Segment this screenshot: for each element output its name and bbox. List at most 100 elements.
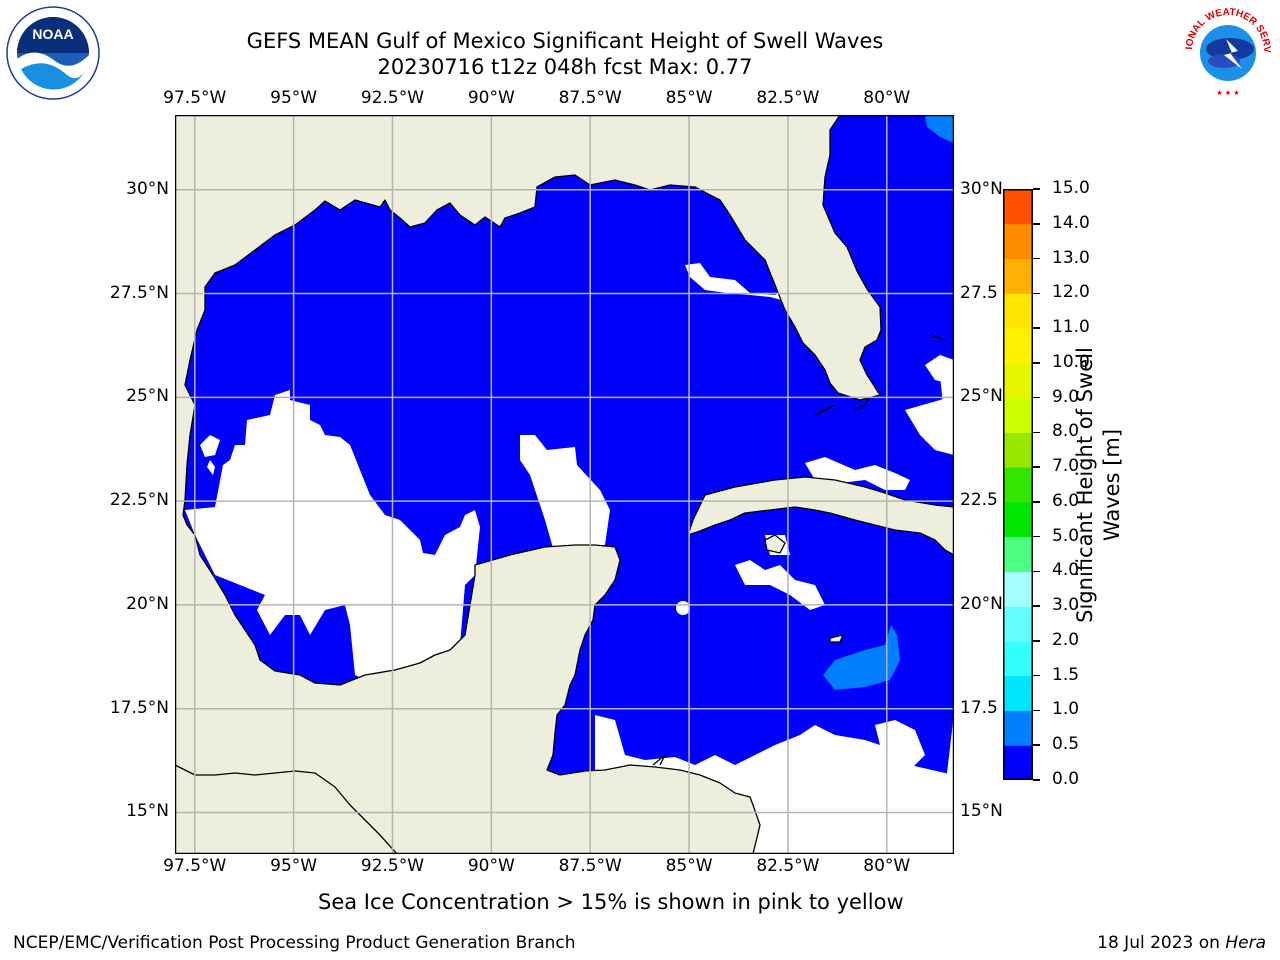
- colorbar-tick-mark: [1033, 640, 1040, 642]
- lon-label-top: 85°W: [665, 88, 713, 108]
- colorbar-tick-label: 4.0: [1052, 560, 1080, 581]
- graticule-lines: [175, 115, 954, 854]
- map-frame: [175, 115, 954, 854]
- colorbar-tick-label: 15.0: [1052, 178, 1090, 198]
- colorbar-bin: [1003, 328, 1033, 364]
- colorbar-label-line2: Waves [m]: [1100, 428, 1124, 542]
- colorbar-tick-mark: [1033, 188, 1040, 190]
- colorbar-tick-mark: [1033, 570, 1040, 573]
- colorbar-tick-mark: [1033, 535, 1040, 538]
- colorbar-tick-mark: [1033, 257, 1040, 260]
- sea-ice-note: Sea Ice Concentration > 15% is shown in …: [318, 890, 904, 914]
- lon-label-bottom: 85°W: [665, 856, 713, 876]
- colorbar-tick-mark: [1033, 396, 1040, 399]
- lon-label-top: 82.5°W: [756, 88, 820, 108]
- lat-label-right: 25°N: [960, 386, 1003, 407]
- colorbar-label-line1: Significant Height of Swell: [1073, 347, 1097, 623]
- lat-label-left: 27.5°N: [109, 282, 169, 303]
- lon-label-bottom: 87.5°W: [558, 856, 622, 876]
- colorbar-bin: [1003, 189, 1033, 225]
- lon-label-bottom: 82.5°W: [756, 856, 820, 876]
- lon-label-bottom: 90°W: [467, 856, 515, 876]
- colorbar-tick-label: 3.0: [1052, 595, 1080, 616]
- nws-logo-icon: NATIONAL WEATHER SERVICE ★ ★ ★: [1180, 3, 1274, 97]
- noaa-logo-icon: NOAA: [6, 6, 100, 100]
- colorbar-tick-mark: [1033, 709, 1040, 712]
- date-stamp: 18 Jul 2023 on Hera: [1097, 933, 1266, 953]
- colorbar-tick-label: 1.0: [1052, 699, 1080, 720]
- colorbar-tick-mark: [1033, 223, 1040, 225]
- colorbar-tick-mark: [1033, 362, 1040, 364]
- colorbar-bin: [1003, 397, 1033, 433]
- lat-label-left: 15°N: [126, 801, 169, 822]
- colorbar-tick-mark: [1033, 466, 1040, 468]
- lat-label-right: 17.5: [960, 697, 998, 718]
- colorbar-tick-label: 2.0: [1052, 629, 1080, 650]
- colorbar-frame: [1003, 189, 1033, 780]
- lat-label-right: 20°N: [960, 593, 1003, 614]
- lon-label-top: 97.5°W: [163, 88, 227, 108]
- lon-label-top: 87.5°W: [558, 88, 622, 108]
- colorbar-tick-label: 13.0: [1052, 247, 1090, 268]
- colorbar-tick-label: 12.0: [1052, 282, 1090, 303]
- map-panel: [175, 115, 954, 854]
- lat-label-left: 25°N: [126, 386, 169, 407]
- lat-label-left: 22.5°N: [109, 490, 169, 511]
- colorbar-tick-label: 8.0: [1052, 421, 1080, 442]
- colorbar-tick-label: 7.0: [1052, 456, 1080, 477]
- colorbar-bin: [1003, 362, 1033, 399]
- lon-label-bottom: 80°W: [863, 856, 911, 876]
- colorbar-bin: [1003, 536, 1033, 572]
- lat-label-left: 17.5°N: [109, 697, 169, 718]
- colorbar-tick-label: 10.0: [1052, 351, 1090, 372]
- lon-label-bottom: 97.5°W: [163, 856, 227, 876]
- colorbar-tick-label: 5.0: [1052, 525, 1080, 546]
- small-islands: [652, 334, 946, 766]
- chart-subtitle: 20230716 t12z 048h fcst Max: 0.77: [377, 55, 753, 79]
- colorbar-tick-mark: [1033, 674, 1040, 677]
- lon-label-top: 80°W: [863, 88, 911, 108]
- colorbar-tick-mark: [1033, 431, 1040, 434]
- colorbar-tick-label: 9.0: [1052, 386, 1080, 407]
- colorbar-tick-mark: [1033, 292, 1040, 295]
- colorbar-bin: [1003, 293, 1033, 329]
- colorbar-tick-label: 11.0: [1052, 317, 1090, 338]
- colorbar-tick-label: 14.0: [1052, 212, 1090, 233]
- credit-text: NCEP/EMC/Verification Post Processing Pr…: [13, 933, 576, 953]
- colorbar-tick-mark: [1033, 605, 1040, 607]
- colorbar-tick-mark: [1033, 327, 1040, 329]
- colorbar-tick-mark: [1033, 501, 1040, 503]
- svg-text:★ ★ ★: ★ ★ ★: [1216, 89, 1239, 97]
- colorbar-tick-label: 1.5: [1052, 664, 1080, 685]
- colorbar-tick-mark: [1033, 744, 1040, 746]
- lat-label-left: 30°N: [126, 178, 169, 199]
- colorbar-tick-label: 0.0: [1052, 769, 1080, 789]
- colorbar-bin: [1003, 640, 1033, 677]
- lat-label-right: 15°N: [960, 801, 1003, 822]
- colorbar-bin: [1003, 501, 1033, 538]
- colorbar-bin: [1003, 258, 1033, 294]
- colorbar-bin: [1003, 432, 1033, 468]
- chart-title: GEFS MEAN Gulf of Mexico Significant Hei…: [246, 29, 884, 53]
- machine-name: Hera: [1225, 933, 1266, 953]
- colorbar-tick-mark: [1033, 779, 1040, 781]
- lat-label-left: 20°N: [126, 593, 169, 614]
- colorbar-label: Significant Height of Swell Waves [m]: [1072, 295, 1132, 675]
- lat-label-right: 27.5: [960, 282, 998, 303]
- date-text: 18 Jul 2023 on: [1097, 933, 1226, 953]
- lon-label-top: 92.5°W: [360, 88, 425, 108]
- colorbar: [1003, 189, 1033, 780]
- lon-label-bottom: 95°W: [270, 856, 318, 876]
- lon-label-top: 95°W: [270, 88, 318, 108]
- colorbar-tick-label: 0.5: [1052, 734, 1080, 755]
- colorbar-bin: [1003, 223, 1033, 260]
- lat-label-right: 30°N: [960, 178, 1003, 199]
- colorbar-bin: [1003, 571, 1033, 607]
- colorbar-tick-label: 6.0: [1052, 490, 1080, 511]
- colorbar-bin: [1003, 675, 1033, 711]
- colorbar-bin: [1003, 467, 1033, 503]
- svg-text:NOAA: NOAA: [32, 26, 73, 42]
- lon-label-top: 90°W: [467, 88, 515, 108]
- colorbar-bin: [1003, 710, 1033, 746]
- colorbar-bin: [1003, 606, 1033, 642]
